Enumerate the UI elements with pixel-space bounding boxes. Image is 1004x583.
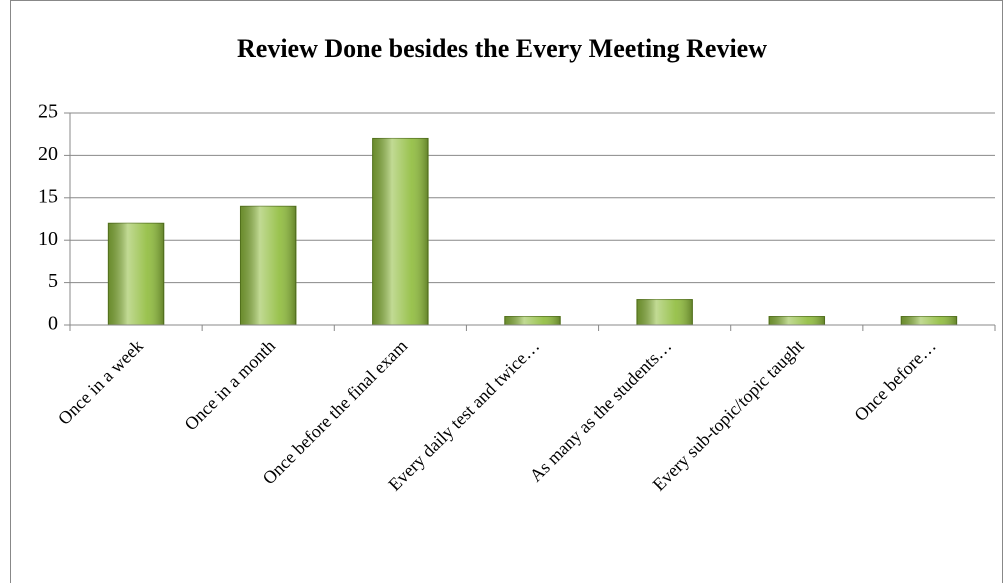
bar-shine <box>240 206 296 325</box>
bar-shine <box>372 138 429 325</box>
bar-shine <box>504 316 561 325</box>
bar-shine <box>108 223 164 325</box>
chart-title: Review Done besides the Every Meeting Re… <box>237 34 767 63</box>
chart-frame <box>10 0 1003 583</box>
y-tick-label: 25 <box>38 101 58 123</box>
y-tick-label: 15 <box>38 185 58 207</box>
y-tick-label: 5 <box>48 270 58 292</box>
bar-shine <box>769 316 825 325</box>
y-tick-label: 10 <box>38 228 58 250</box>
bar-shine <box>636 299 693 325</box>
y-tick-label: 20 <box>38 143 58 165</box>
bar-shine <box>901 316 957 325</box>
y-tick-label: 0 <box>48 313 58 335</box>
